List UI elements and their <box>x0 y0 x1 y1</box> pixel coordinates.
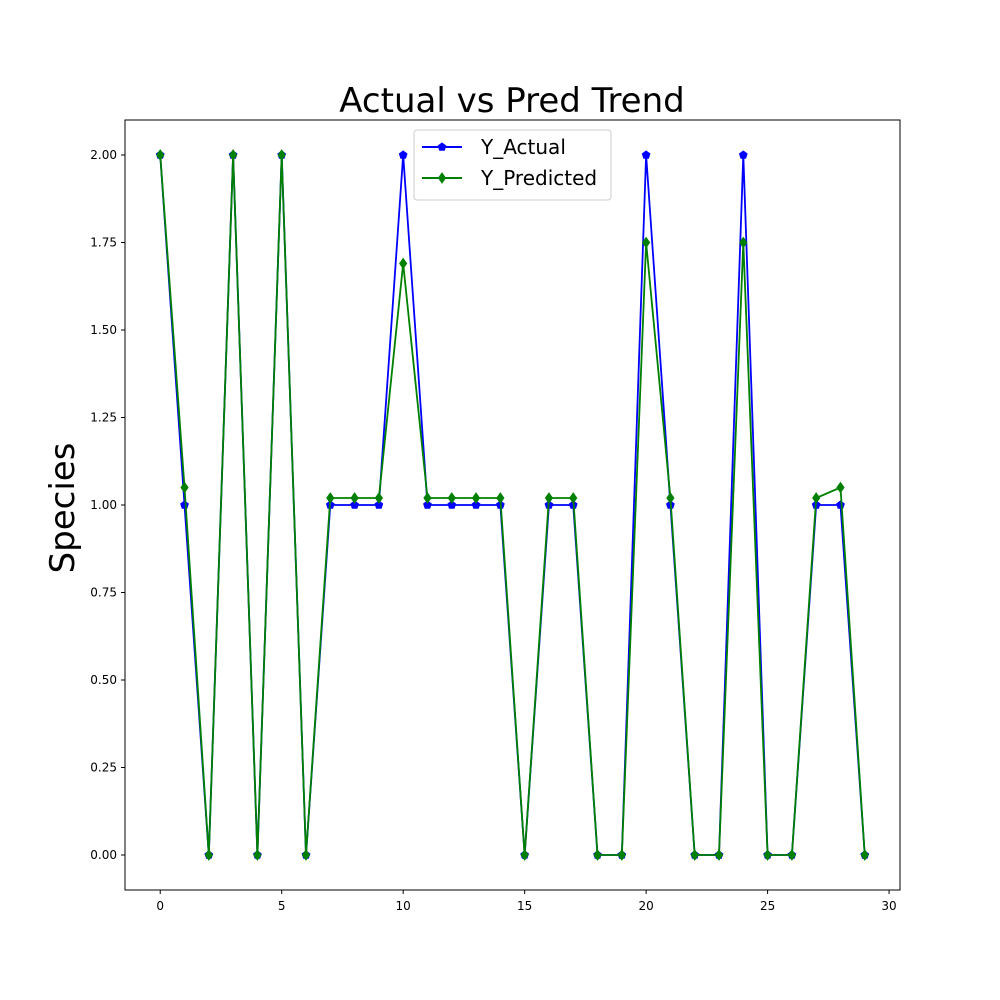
legend-marker-y-actual <box>437 142 447 151</box>
legend-label-y-actual: Y_Actual <box>480 135 566 159</box>
data-point-y-actual <box>374 500 384 509</box>
legend: Y_Actual Y_Predicted <box>413 129 612 201</box>
data-point-y-predicted <box>204 849 213 861</box>
data-point-y-actual <box>641 150 651 159</box>
data-point-y-predicted <box>229 149 238 161</box>
data-point-y-predicted <box>860 849 869 861</box>
axes-frame <box>124 119 901 891</box>
data-point-y-predicted <box>374 492 383 504</box>
y-tick-label: 0.50 <box>90 673 117 687</box>
legend-marker-y-predicted <box>437 172 447 184</box>
y-tick-label: 1.00 <box>90 498 117 512</box>
chart-title: Actual vs Pred Trend <box>339 81 684 121</box>
y-tick-label: 1.50 <box>90 323 117 337</box>
data-point-y-predicted <box>714 849 724 861</box>
data-point-y-predicted <box>350 492 359 504</box>
data-point-y-predicted <box>253 849 262 861</box>
y-tick-label: 0.75 <box>90 586 117 600</box>
data-point-y-actual <box>398 150 408 159</box>
x-tick-label: 30 <box>881 899 896 913</box>
y-tick-label: 1.25 <box>90 411 117 425</box>
data-point-y-predicted <box>496 492 505 504</box>
data-point-y-predicted <box>156 149 165 161</box>
data-point-y-predicted <box>326 492 335 504</box>
data-point-y-actual <box>471 500 481 509</box>
data-point-y-predicted <box>544 492 554 504</box>
data-point-y-predicted <box>763 849 772 861</box>
data-point-y-predicted <box>593 849 602 861</box>
data-point-y-actual <box>447 500 457 509</box>
data-point-y-predicted <box>447 492 456 504</box>
data-point-y-predicted <box>690 849 699 861</box>
legend-box <box>413 129 612 201</box>
y-tick-label: 0.25 <box>90 761 117 775</box>
data-point-y-predicted <box>787 849 796 861</box>
data-point-y-predicted <box>277 149 286 161</box>
x-tick-label: 25 <box>760 899 775 913</box>
series-y-actual <box>155 150 870 859</box>
data-point-y-actual <box>836 500 845 509</box>
data-point-y-predicted <box>569 492 578 504</box>
data-point-y-predicted <box>666 492 675 504</box>
data-point-y-actual <box>423 500 432 509</box>
series-line-y-actual <box>159 154 866 856</box>
legend-label-y-predicted: Y_Predicted <box>480 166 597 190</box>
data-point-y-predicted <box>423 492 432 504</box>
x-tick-label: 0 <box>156 899 164 913</box>
x-tick-label: 5 <box>278 899 286 913</box>
plot-area: 0 5 10 15 20 25 30 0.00 0.25 0.50 0.75 1.00 1.25 1.50… <box>90 119 901 913</box>
y-tick-label: 0.00 <box>90 848 117 862</box>
y-axis-label: Species <box>43 443 83 574</box>
data-point-y-predicted <box>180 481 189 494</box>
data-point-y-actual <box>350 500 359 509</box>
x-tick-label: 15 <box>517 899 532 913</box>
y-tick-label: 2.00 <box>90 148 117 162</box>
data-point-y-predicted <box>739 236 748 249</box>
series-y-predicted <box>156 149 869 861</box>
data-point-y-predicted <box>399 257 408 270</box>
data-point-y-actual <box>180 500 189 509</box>
data-point-y-predicted <box>520 849 529 861</box>
data-point-y-actual <box>738 150 748 159</box>
data-point-y-predicted <box>836 481 845 494</box>
x-tick-label: 10 <box>396 899 411 913</box>
x-tick-label: 20 <box>638 899 653 913</box>
data-point-y-predicted <box>301 849 311 861</box>
data-point-y-predicted <box>812 492 821 504</box>
data-point-y-predicted <box>642 236 651 249</box>
data-point-y-predicted <box>617 849 626 861</box>
data-point-y-predicted <box>471 492 481 504</box>
series-line-y-predicted <box>159 154 866 856</box>
y-tick-label: 1.75 <box>90 236 117 250</box>
